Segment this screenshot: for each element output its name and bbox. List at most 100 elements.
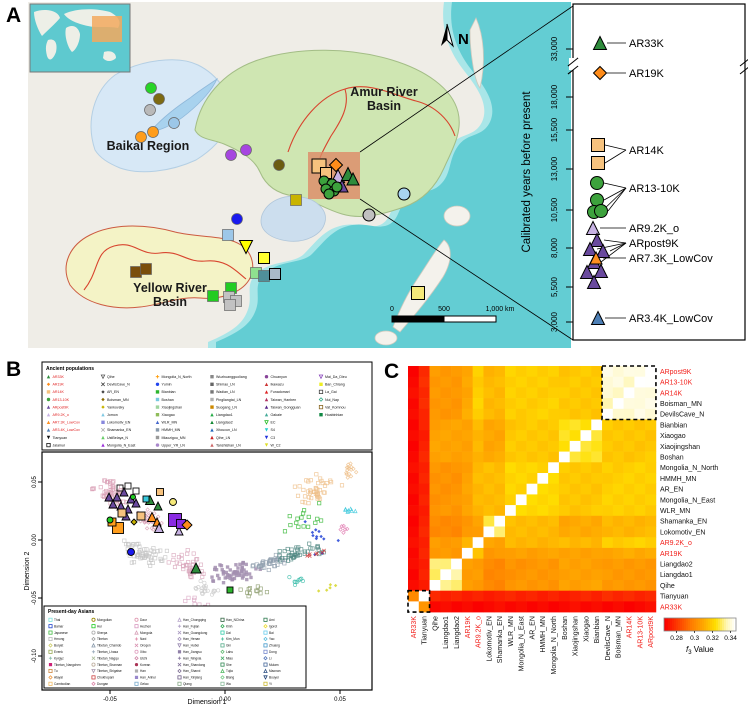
- heatmap-cell: [408, 398, 420, 410]
- timeline-marker-AR13-10K: [590, 176, 604, 190]
- heatmap-cell: [612, 515, 624, 527]
- pca-ancient-marker: [104, 491, 114, 502]
- heatmap-cell: [526, 419, 538, 431]
- map-marker: [411, 286, 425, 300]
- timeline-tick-label: 10,500: [550, 197, 559, 222]
- leader-line: [603, 182, 627, 189]
- heatmap-cell: [612, 601, 624, 613]
- heatmap-cell: [526, 580, 538, 591]
- legend-entry-label: DevilsCave_N: [107, 383, 130, 387]
- amur-label: Basin: [367, 99, 401, 113]
- legend-entry-label: Dong: [269, 650, 277, 654]
- legend-entry-label: Han_Guangdong: [183, 631, 208, 635]
- heatmap-cell: [602, 601, 614, 613]
- heatmap-cell: [623, 580, 635, 591]
- pca-point: [296, 524, 301, 529]
- legend-symbol: [264, 405, 269, 409]
- heatmap-cell: [429, 430, 441, 442]
- heatmap-col-label: Shamanka_EN: [497, 616, 504, 663]
- heatmap-cell: [483, 537, 495, 549]
- legend-entry-label: HMMH_MN: [162, 428, 181, 432]
- heatmap-col-label: AR19K: [465, 616, 472, 639]
- legend-entry-label: Boshan: [162, 398, 174, 402]
- heatmap-cell: [537, 483, 549, 495]
- heatmap-cell: [483, 547, 495, 559]
- legend-symbol: [134, 669, 139, 673]
- heatmap-cell: [591, 387, 603, 399]
- heatmap-cell: [623, 515, 635, 527]
- legend-symbol: [48, 656, 53, 660]
- heatmap-cell: [548, 376, 560, 388]
- heatmap-cell: [558, 601, 570, 613]
- colorbar-step: [700, 618, 703, 631]
- colorbar-step: [716, 618, 719, 631]
- heatmap-cell: [623, 601, 635, 613]
- pca-point: [315, 545, 320, 550]
- heatmap-cell: [418, 387, 430, 399]
- heatmap-cell: [408, 408, 420, 420]
- legend-symbol: [210, 397, 214, 402]
- heatmap-cell: [645, 515, 657, 527]
- legend-symbol: [264, 435, 269, 440]
- pca-point: [174, 560, 179, 565]
- heatmap-cell: [537, 537, 549, 549]
- map-marker: [273, 159, 285, 171]
- heatmap-cell: [461, 440, 473, 452]
- inset-highlight: [92, 16, 122, 42]
- legend-entry-label: Jomon: [107, 413, 118, 417]
- legend-symbol: [101, 427, 105, 432]
- legend-entry-label: Hezhen: [140, 624, 151, 628]
- japan-kyushu: [374, 330, 398, 346]
- panel-a-label: A: [6, 4, 22, 27]
- heatmap-cell: [623, 440, 635, 452]
- heatmap-cell: [526, 569, 538, 581]
- heatmap-cell: [612, 580, 624, 591]
- pca-point: [211, 579, 216, 583]
- heatmap-cell: [418, 430, 430, 442]
- heatmap-cell: [612, 451, 624, 463]
- heatmap-cell: [483, 376, 495, 388]
- heatmap-cell: [451, 419, 463, 431]
- heatmap-cell: [408, 494, 420, 506]
- pca-point: [268, 561, 273, 566]
- heatmap-cell: [602, 473, 614, 484]
- legend-symbol: [264, 428, 269, 432]
- pca-point: [91, 486, 96, 491]
- pca-point: [328, 478, 333, 483]
- legend-entry-label: Tibetan: [97, 637, 108, 641]
- map-marker: [225, 149, 237, 161]
- heatmap-cell: [602, 505, 614, 517]
- legend-symbol: [134, 617, 139, 622]
- heatmap-cell: [515, 376, 527, 388]
- pca-point: [192, 595, 197, 600]
- colorbar-step: [668, 618, 671, 631]
- heatmap-cell: [580, 376, 592, 388]
- connector-line: [359, 198, 574, 341]
- pca-ancient-marker: [226, 586, 234, 594]
- heatmap-cell: [623, 558, 635, 570]
- heatmap-row-label: AR13-10K: [660, 380, 693, 387]
- heatmap-cell: [645, 419, 657, 431]
- legend-entry-label: Shamanka_EN: [107, 428, 132, 432]
- colorbar-label: f3 Value: [686, 645, 714, 656]
- heatmap-cell: [451, 558, 463, 570]
- legend-entry-label: Ami: [269, 618, 275, 622]
- colorbar-step: [712, 618, 715, 631]
- heatmap-cell: [408, 558, 420, 570]
- pca-point: [254, 588, 259, 593]
- legend-symbol: [155, 405, 160, 409]
- axis-break-gap: [569, 58, 578, 70]
- pca-point: [236, 566, 240, 570]
- pca-point: [244, 572, 249, 577]
- heatmap-cell: [418, 515, 430, 527]
- heatmap-col-label: ARpost9K: [648, 616, 655, 648]
- heatmap-cell: [418, 537, 430, 549]
- legend-symbol: [177, 624, 182, 628]
- heatmap-cell: [526, 376, 538, 388]
- pca-point: [186, 560, 191, 565]
- leader-line: [604, 144, 627, 151]
- heatmap-col-label: Xiaojingshan: [573, 616, 580, 656]
- legend-entry-label: Taiwan_Hanben: [271, 398, 297, 402]
- map-marker: [290, 194, 302, 206]
- heatmap-cell: [558, 494, 570, 506]
